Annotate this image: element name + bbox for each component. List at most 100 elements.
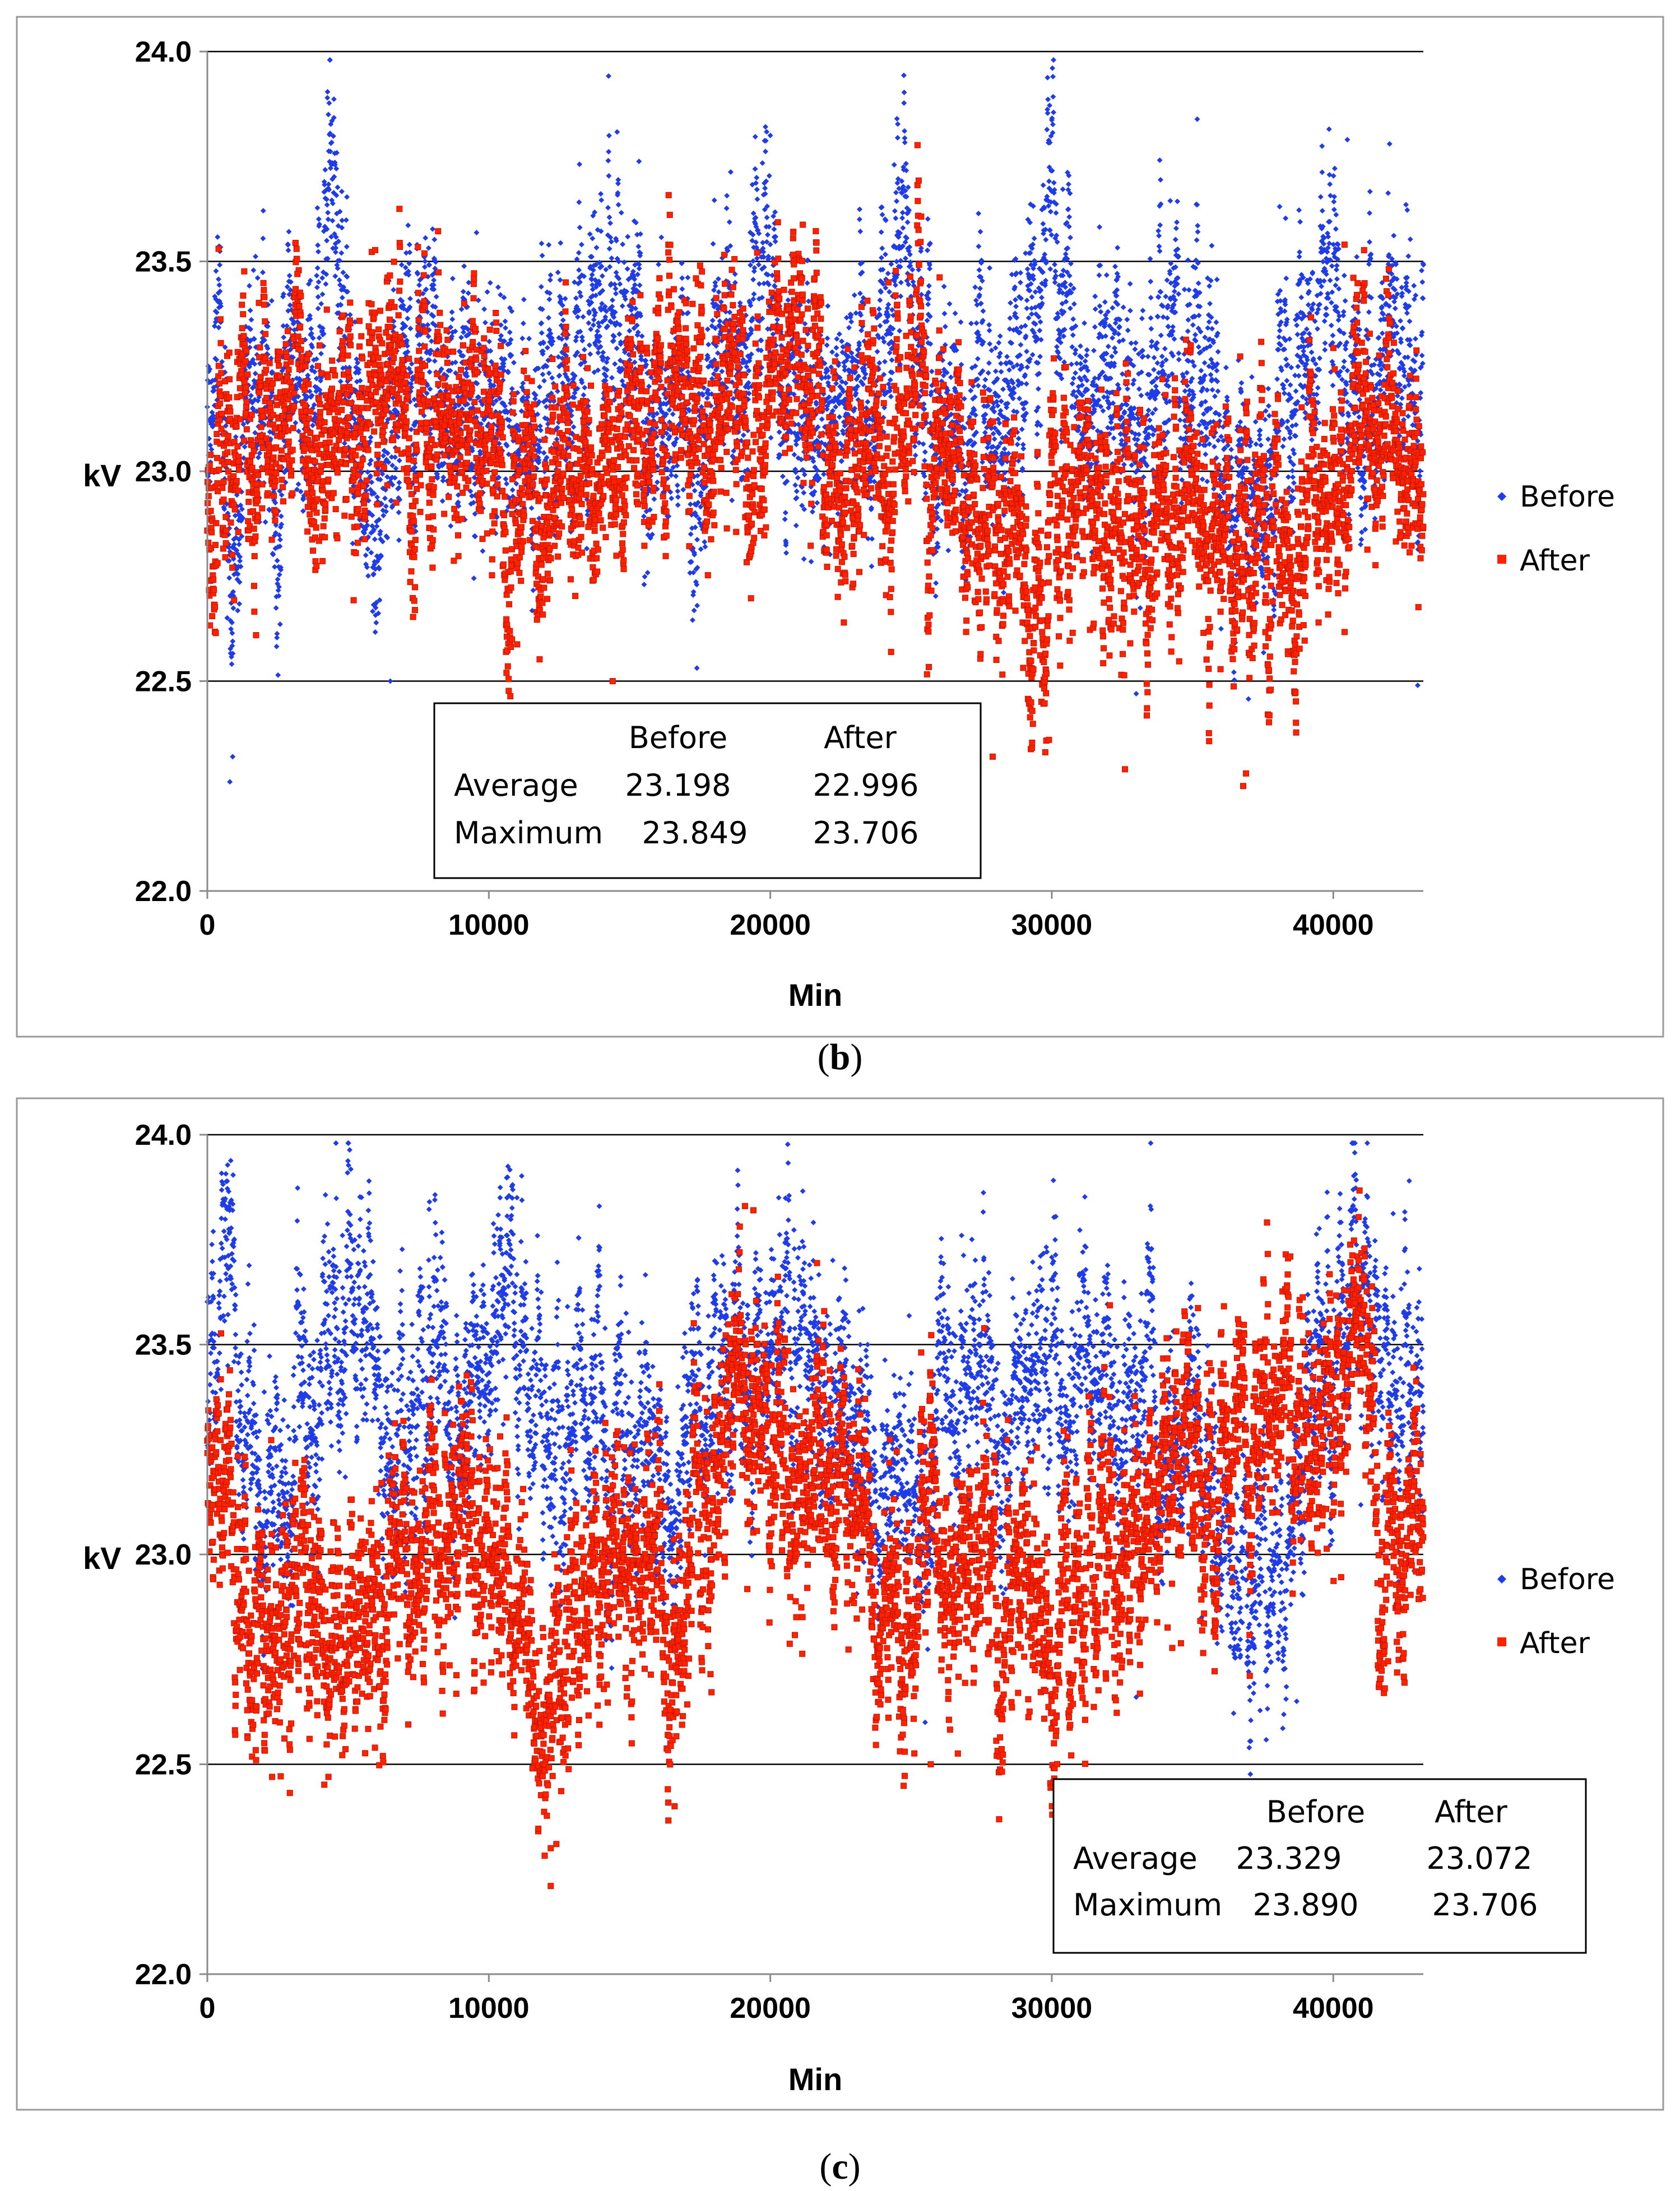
point-before: [228, 626, 234, 632]
point-before: [247, 283, 253, 289]
point-before: [276, 572, 282, 578]
point-before: [208, 447, 215, 453]
point-before: [416, 342, 423, 348]
point-before: [370, 571, 377, 577]
point-before: [335, 265, 341, 271]
point-before: [316, 335, 322, 341]
point-before: [402, 323, 409, 329]
point-before: [314, 205, 321, 211]
point-before: [325, 216, 331, 222]
point-before: [252, 430, 258, 436]
point-before: [318, 351, 324, 357]
point-before: [379, 471, 386, 477]
point-before: [280, 291, 286, 297]
point-before: [248, 392, 254, 398]
point-before: [261, 337, 267, 343]
point-before: [247, 364, 253, 370]
point-before: [383, 508, 389, 514]
point-before: [235, 571, 241, 577]
point-before: [323, 281, 329, 287]
point-before: [287, 279, 294, 285]
point-before: [420, 290, 426, 296]
point-before: [365, 573, 372, 579]
point-before: [276, 584, 282, 590]
point-before: [307, 313, 313, 319]
point-before: [239, 506, 245, 512]
point-before: [230, 605, 236, 611]
point-before: [240, 421, 247, 427]
point-before: [384, 450, 391, 456]
point-before: [402, 264, 409, 271]
point-before: [304, 394, 310, 400]
point-before: [230, 589, 236, 595]
point-before: [286, 291, 293, 298]
point-before: [313, 356, 319, 362]
point-before: [238, 564, 244, 570]
point-before: [373, 605, 379, 611]
point-before: [407, 326, 414, 332]
point-before: [287, 302, 293, 308]
point-before: [260, 208, 266, 214]
point-before: [333, 234, 339, 240]
point-before: [298, 489, 304, 495]
point-before: [331, 174, 337, 180]
point-before: [235, 607, 241, 614]
point-before: [308, 326, 314, 332]
point-before: [285, 247, 291, 253]
point-before: [237, 554, 243, 560]
point-before: [396, 537, 402, 544]
point-before: [279, 521, 285, 527]
point-before: [332, 273, 338, 279]
point-before: [335, 184, 341, 191]
point-before: [367, 439, 373, 445]
point-before: [229, 661, 235, 667]
point-before: [379, 539, 386, 545]
point-before: [329, 200, 336, 206]
point-before: [307, 315, 313, 322]
point-before: [275, 576, 281, 582]
point-before: [319, 291, 326, 298]
point-before: [256, 394, 262, 400]
point-before: [319, 325, 326, 331]
point-before: [229, 630, 235, 636]
point-before: [315, 216, 322, 222]
point-before: [363, 552, 369, 558]
point-before: [405, 222, 411, 229]
point-before: [310, 335, 316, 341]
point-before: [389, 482, 396, 488]
point-before: [336, 277, 342, 283]
point-before: [421, 264, 428, 270]
point-before: [307, 388, 313, 394]
point-before: [278, 567, 284, 573]
point-before: [341, 440, 347, 447]
point-before: [236, 541, 242, 547]
point-before: [371, 490, 377, 496]
point-before: [262, 519, 268, 525]
point-before: [377, 476, 383, 482]
point-before: [274, 558, 280, 564]
point-before: [230, 638, 236, 644]
point-before: [389, 462, 396, 468]
point-before: [339, 295, 345, 301]
point-before: [332, 249, 338, 256]
point-before: [333, 150, 340, 156]
point-before: [229, 643, 235, 649]
point-before: [384, 535, 391, 541]
point-before: [237, 558, 243, 564]
point-before: [286, 272, 293, 278]
point-before: [328, 140, 335, 146]
point-before: [259, 270, 266, 276]
point-before: [277, 621, 283, 628]
point-before: [273, 605, 279, 611]
point-before: [338, 188, 345, 194]
point-before: [275, 672, 281, 678]
point-before: [322, 166, 328, 173]
point-before: [280, 323, 286, 329]
point-before: [314, 272, 320, 278]
point-before: [252, 361, 258, 367]
point-before: [380, 513, 387, 519]
point-before: [329, 217, 336, 224]
point-before: [272, 500, 279, 506]
point-before: [276, 532, 282, 538]
point-before: [333, 192, 340, 198]
